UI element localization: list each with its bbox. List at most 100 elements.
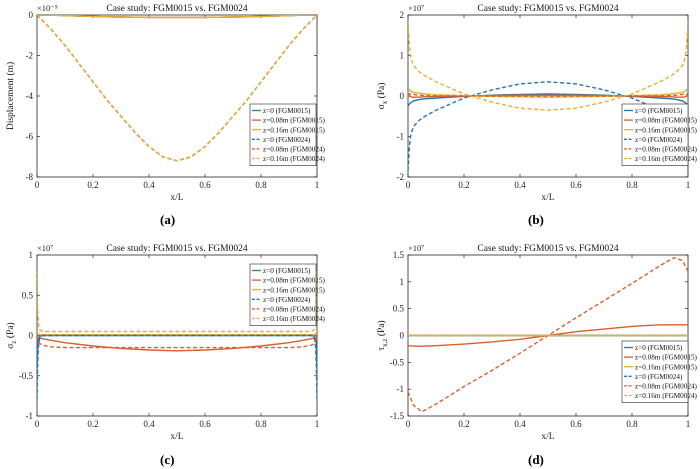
legend-entry: z=0.08m (FGM0024) (263, 146, 326, 154)
x-tick-label: 1 (315, 180, 320, 190)
x-tick-label: 0.2 (87, 180, 98, 190)
legend-c: z=0 (FGM0015)z=0.08m (FGM0015)z=0.16m (F… (249, 263, 326, 326)
y-tick-label: 1.5 (393, 250, 405, 260)
y-tick-label: 1 (29, 250, 34, 260)
x-tick-label: 0.6 (199, 180, 211, 190)
series-line-3 (37, 15, 317, 19)
x-tick-label: 0.2 (458, 180, 469, 190)
y-axis-label: σz (Pa) (5, 322, 18, 348)
x-axis-label: x/L (541, 193, 554, 203)
y-tick-label: -0.5 (390, 357, 405, 367)
axis-exponent: ×10⁷ (408, 243, 424, 253)
legend-entry: z=0.08m (FGM0024) (635, 383, 698, 391)
chart-title: Case study: FGM0015 vs. FGM0024 (106, 244, 247, 254)
x-tick-label: 0.2 (87, 419, 98, 429)
y-tick-label: -1 (26, 411, 34, 421)
legend-entry: z=0.08m (FGM0015) (635, 354, 698, 362)
series-line-2 (408, 94, 688, 98)
legend-entry: z=0 (FGM0024) (635, 373, 683, 381)
x-tick-label: 0.4 (143, 419, 155, 429)
axis-exponent: ×10⁷ (408, 3, 424, 13)
series-line-1 (408, 93, 688, 107)
chart-panel-b: 0 0.2 0.4 0.6 0.8 1 -2 -1 0 1 2 Case study: FGM0015… (376, 3, 698, 203)
legend-entry: z=0.16m (FGM0024) (263, 155, 326, 163)
y-tick-label: -1 (397, 384, 405, 394)
y-axis-label: Displacement (m) (5, 62, 16, 130)
y-tick-label: 0.5 (22, 290, 34, 300)
x-tick-label: 0.6 (570, 419, 582, 429)
y-axis-label: τx,z (Pa) (376, 320, 389, 350)
legend-entry: z=0 (FGM0024) (263, 136, 311, 144)
panel-label-c: (c) (160, 452, 175, 467)
y-tick-label: 0 (400, 331, 405, 341)
chart-panel-d: 0 0.2 0.4 0.6 0.8 1 -1.5 -1 -0.5 0 0.5 1 1.5 Case stu… (376, 243, 698, 442)
chart-title: Case study: FGM0015 vs. FGM0024 (106, 4, 247, 14)
series-line-3 (408, 87, 688, 98)
x-axis-label: x/L (170, 193, 183, 203)
series-line-1 (37, 334, 317, 372)
x-tick-label: 0.4 (143, 180, 155, 190)
x-tick-label: 1 (686, 419, 691, 429)
series-line-5 (37, 335, 317, 349)
y-tick-label: -0.5 (19, 371, 34, 381)
chart-title: Case study: FGM0015 vs. FGM0024 (477, 244, 618, 254)
legend-entry: z=0.16m (FGM0015) (635, 363, 698, 371)
panel-label-a: (a) (160, 212, 176, 227)
legend-box (249, 103, 317, 166)
legend-box (249, 263, 317, 326)
series-line-2 (37, 335, 317, 352)
x-tick-label: 0 (35, 419, 40, 429)
y-tick-label: -1 (397, 132, 405, 142)
y-tick-label: -2 (26, 51, 34, 61)
x-axis-label: x/L (170, 432, 183, 442)
panel-label-d: (d) (528, 452, 544, 467)
series-line-6 (37, 271, 317, 333)
axis-exponent: ×10⁻⁵ (37, 3, 58, 13)
y-axis-label: σx (Pa) (376, 83, 389, 110)
series-line-3 (37, 331, 317, 336)
legend-entry: z=0 (FGM0015) (263, 267, 311, 275)
legend-d: z=0 (FGM0015)z=0.08m (FGM0015)z=0.16m (F… (621, 340, 698, 403)
y-tick-label: -4 (26, 91, 34, 101)
x-tick-label: 0.4 (514, 419, 526, 429)
y-tick-label: -1.5 (390, 411, 405, 421)
x-tick-label: 0.2 (458, 419, 469, 429)
legend-entry: z=0.08m (FGM0015) (635, 117, 698, 125)
x-tick-label: 0 (406, 419, 411, 429)
x-tick-label: 0.6 (199, 419, 211, 429)
legend-entry: z=0.16m (FGM0024) (635, 392, 698, 400)
legend-entry: z=0.08m (FGM0015) (263, 117, 326, 125)
x-tick-label: 1 (315, 419, 320, 429)
legend-entry: z=0 (FGM0015) (635, 344, 683, 352)
legend-entry: z=0.08m (FGM0024) (635, 146, 698, 154)
series-line-6 (37, 15, 317, 162)
y-tick-label: 2 (400, 10, 405, 20)
chart-panel-c: 0 0.2 0.4 0.6 0.8 1 -1 -0.5 0 0.5 1 Case study: FGM… (5, 243, 326, 442)
x-tick-label: 0.4 (514, 180, 526, 190)
y-tick-label: 0 (29, 331, 34, 341)
legend-entry: z=0.16m (FGM0024) (263, 315, 326, 323)
y-tick-label: -8 (26, 172, 34, 182)
y-tick-label: 0.5 (393, 304, 405, 314)
x-tick-label: 0.8 (255, 419, 267, 429)
x-tick-label: 0.6 (570, 180, 582, 190)
x-tick-label: 1 (686, 180, 691, 190)
legend-entry: z=0.16m (FGM0024) (635, 155, 698, 163)
x-tick-label: 0 (406, 180, 411, 190)
x-tick-label: 0.8 (626, 419, 638, 429)
legend-entry: z=0 (FGM0024) (263, 296, 311, 304)
x-tick-label: 0.8 (255, 180, 267, 190)
x-tick-label: 0 (35, 180, 40, 190)
y-tick-label: 0 (29, 10, 34, 20)
panel-label-b: (b) (528, 212, 544, 227)
legend-entry: z=0 (FGM0024) (635, 136, 683, 144)
y-tick-label: 0 (400, 91, 405, 101)
legend-a: z=0 (FGM0015)z=0.08m (FGM0015)z=0.16m (F… (249, 103, 326, 166)
chart-panel-a: 0 0.2 0.4 0.6 0.8 1 -8 -6 -4 -2 0 Case study: FGM00… (5, 3, 326, 203)
series-line-5 (408, 93, 688, 97)
y-tick-label: -2 (397, 172, 405, 182)
legend-entry: z=0 (FGM0015) (635, 107, 683, 115)
legend-entry: z=0.08m (FGM0024) (263, 306, 326, 314)
legend-box (621, 340, 689, 403)
